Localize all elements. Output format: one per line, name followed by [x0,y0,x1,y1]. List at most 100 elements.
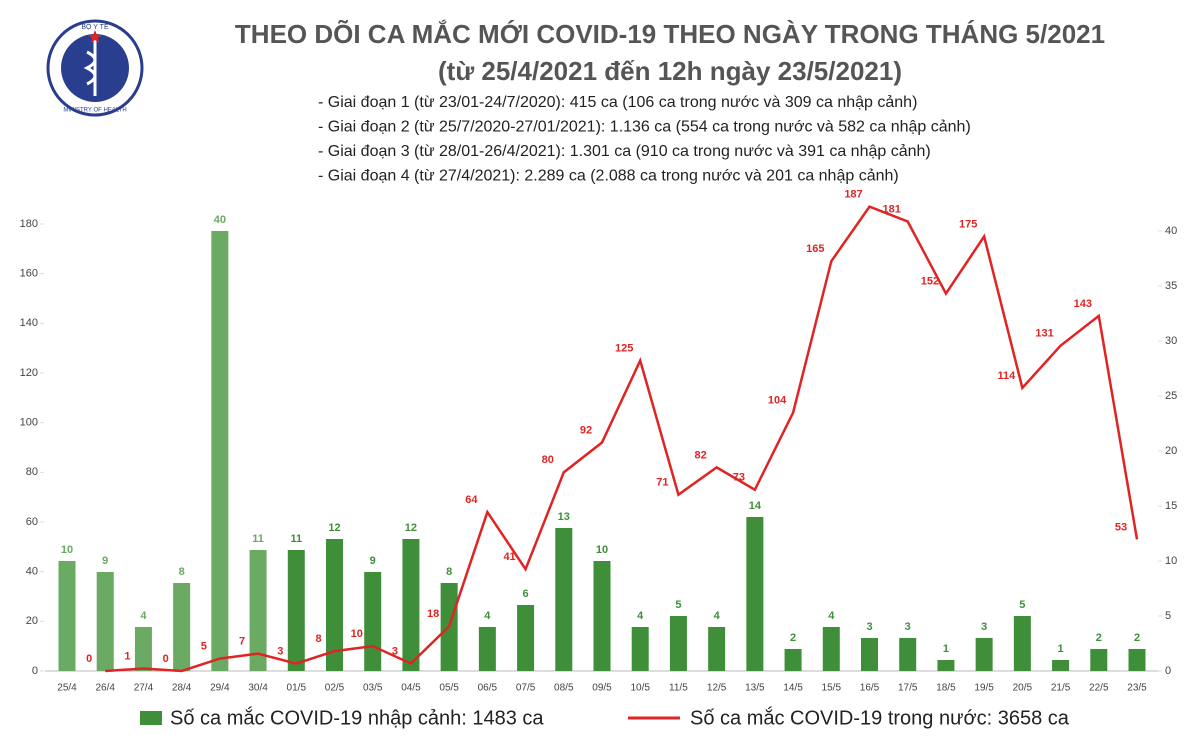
bar-value-label: 5 [1019,599,1025,611]
bar-value-label: 8 [446,566,452,578]
bar-value-label: 12 [328,522,340,534]
note: - Giai đoạn 3 (từ 28/01-26/4/2021): 1.30… [318,143,931,160]
bar [287,550,305,671]
y2-tick-label: 15 [1165,500,1177,512]
y2-tick-label: 10 [1165,555,1177,567]
chart-subtitle: (từ 25/4/2021 đến 12h ngày 23/5/2021) [438,56,902,86]
x-tick-label: 09/5 [592,683,612,694]
line-value-label: 152 [921,275,939,287]
x-tick-label: 22/5 [1089,683,1109,694]
line-value-label: 131 [1035,328,1053,340]
x-tick-label: 21/5 [1051,683,1071,694]
line-value-label: 5 [201,640,207,652]
line-value-label: 64 [465,494,478,506]
y-tick-label: 40 [26,566,38,578]
y2-tick-label: 0 [1165,665,1171,677]
y2-tick-label: 40 [1165,225,1177,237]
bar-value-label: 3 [905,621,911,633]
bar [593,561,611,671]
bar [134,627,152,671]
x-tick-label: 20/5 [1013,683,1033,694]
y-tick-label: 60 [26,516,38,528]
line-value-label: 175 [959,218,977,230]
bar [822,627,840,671]
line-value-label: 0 [163,653,169,665]
bar-value-label: 4 [484,610,491,622]
bar [1128,649,1146,671]
line-value-label: 143 [1074,298,1092,310]
logo-bottom: MINISTRY OF HEALTH [63,108,126,114]
bar [1013,616,1031,671]
bar-value-label: 13 [558,511,570,523]
bar-value-label: 11 [290,533,302,545]
x-tick-label: 08/5 [554,683,574,694]
y-tick-label: 80 [26,466,38,478]
bar [58,561,76,671]
x-tick-label: 01/5 [287,683,307,694]
y-tick-label: 100 [20,417,38,429]
bar-value-label: 9 [102,555,108,567]
bar-value-label: 1 [1058,643,1064,655]
bar [402,539,420,671]
x-tick-label: 04/5 [401,683,421,694]
bar [326,539,343,671]
legend-label: Số ca mắc COVID-19 nhập cảnh: 1483 ca [170,706,544,729]
legend-label: Số ca mắc COVID-19 trong nước: 3658 ca [690,706,1070,729]
line-value-label: 125 [615,342,633,354]
bar [861,638,878,671]
x-tick-label: 28/4 [172,683,192,694]
bar-value-label: 12 [405,522,417,534]
x-tick-label: 29/4 [210,683,230,694]
y-tick-label: 120 [20,367,38,379]
note: - Giai đoạn 1 (từ 23/01-24/7/2020): 415 … [318,94,917,111]
x-tick-label: 14/5 [783,683,803,694]
bar [899,638,917,671]
bar-value-label: 3 [981,621,987,633]
bar [631,627,649,671]
bar [975,638,993,671]
y2-tick-label: 25 [1165,390,1177,402]
x-tick-label: 17/5 [898,683,918,694]
x-tick-label: 02/5 [325,683,345,694]
logo: BỘ Y TẾ MINISTRY OF HEALTH [46,19,144,117]
bar [1052,660,1070,671]
line-value-label: 8 [315,633,321,645]
line-value-label: 187 [844,189,862,201]
y-tick-label: 140 [20,317,38,329]
y2-tick-label: 5 [1165,610,1171,622]
x-tick-label: 23/5 [1127,683,1147,694]
bar-value-label: 11 [252,533,264,545]
x-tick-label: 30/4 [248,683,268,694]
line-value-label: 41 [503,551,515,563]
bar-value-label: 14 [749,500,762,512]
bar [173,583,191,671]
note: - Giai đoạn 4 (từ 27/4/2021): 2.289 ca (… [318,168,899,185]
bar-value-label: 4 [828,610,835,622]
bar [96,572,114,671]
line-value-label: 114 [997,370,1016,382]
line-value-label: 0 [86,653,92,665]
bar-value-label: 10 [61,544,73,556]
line-value-label: 3 [392,645,398,657]
bar [517,605,535,671]
bar-value-label: 9 [370,555,376,567]
bar-value-label: 4 [714,610,721,622]
bar [211,231,229,671]
logo-top: BỘ Y TẾ [81,21,109,31]
y2-tick-label: 30 [1165,335,1177,347]
bar [937,660,955,671]
bar-value-label: 5 [675,599,681,611]
x-tick-label: 18/5 [936,683,956,694]
x-tick-label: 03/5 [363,683,383,694]
bar-value-label: 4 [140,610,147,622]
bar-value-label: 2 [790,632,796,644]
x-tick-label: 12/5 [707,683,727,694]
bar [746,517,764,671]
bar-value-label: 10 [596,544,608,556]
x-tick-label: 16/5 [860,683,880,694]
bar-value-label: 2 [1134,632,1140,644]
y2-tick-label: 20 [1165,445,1177,457]
line-value-label: 18 [427,608,439,620]
bar [784,649,802,671]
